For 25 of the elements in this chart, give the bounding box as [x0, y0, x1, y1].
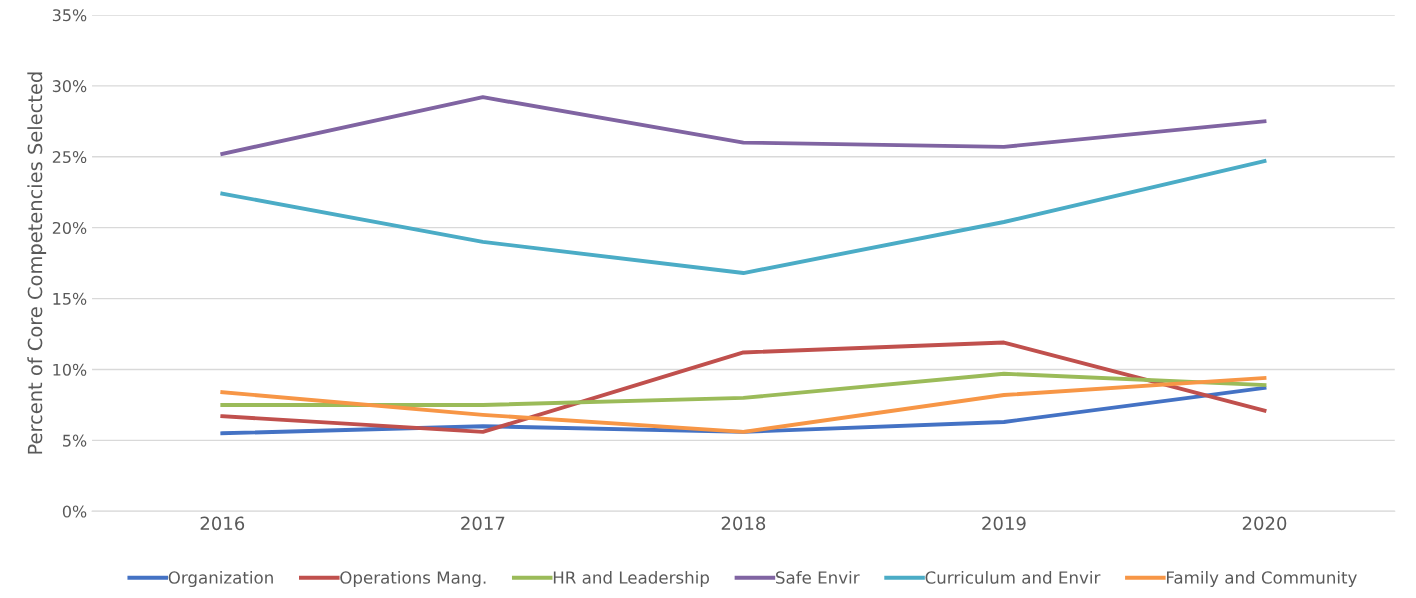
y-axis-title: Percent of Core Competencies Selected [27, 72, 47, 454]
x-tick-label: 2018 [721, 516, 766, 531]
y-tick-label: 15% [53, 292, 87, 305]
y-tick-label: 20% [52, 221, 87, 234]
x-tick-label: 2017 [461, 516, 505, 531]
line-series [220, 95, 1267, 156]
y-tick-label: 10% [53, 363, 87, 376]
y-tick-label: 25% [52, 150, 87, 164]
x-tick-label: 2016 [200, 516, 245, 531]
y-tick-label: 5% [63, 434, 87, 447]
y-tick-label: 35% [52, 9, 87, 22]
x-tick-label: 2019 [982, 516, 1026, 531]
x-tick-label: 2020 [1242, 516, 1287, 531]
line-series [220, 371, 1267, 407]
legend-label: Family and Community [1166, 570, 1357, 588]
legend-label: Organization [168, 570, 273, 588]
y-tick-label: 0% [62, 505, 87, 518]
legend-label: Curriculum and Envir [925, 570, 1101, 584]
legend-label: Operations Mang. [340, 570, 486, 588]
y-tick-label: 30% [52, 80, 87, 93]
legend-label: HR and Leadership [553, 570, 709, 588]
legend-label: Safe Envir [776, 570, 860, 584]
line-series [220, 340, 1267, 434]
line-series [220, 159, 1267, 275]
line-series [220, 376, 1267, 434]
